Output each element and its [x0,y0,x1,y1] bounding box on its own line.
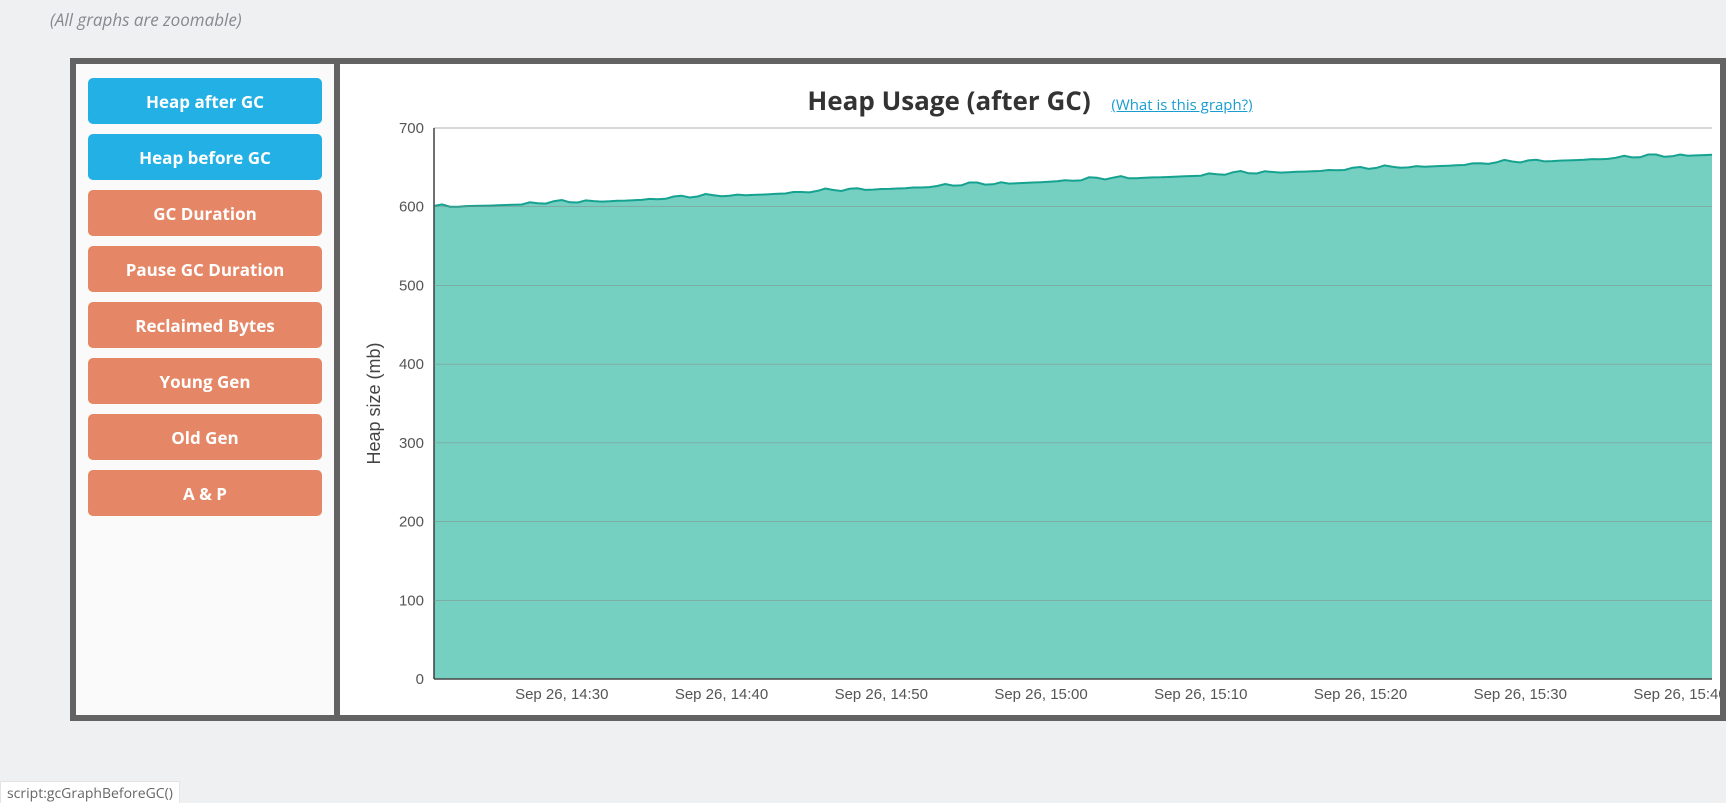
y-tick-label: 100 [399,592,424,609]
y-tick-label: 400 [399,356,424,373]
zoom-hint: (All graphs are zoomable) [50,8,242,31]
y-tick-label: 500 [399,277,424,294]
y-axis-label: Heap size (mb) [364,342,384,464]
y-tick-label: 200 [399,514,424,531]
x-tick-label: Sep 26, 14:40 [675,686,768,703]
chart-svg-container[interactable]: 0 100 200 300 400 500 600 700 Sep 26, 14:30 Sep 2… [356,110,1720,715]
nav-old-gen-button[interactable]: Old Gen [88,414,322,460]
nav-pause-gc-duration-button[interactable]: Pause GC Duration [88,246,322,292]
x-tick-label: Sep 26, 14:50 [835,686,928,703]
nav-reclaimed-bytes-button[interactable]: Reclaimed Bytes [88,302,322,348]
x-tick-label: Sep 26, 15:20 [1314,686,1407,703]
nav-young-gen-button[interactable]: Young Gen [88,358,322,404]
nav-heap-after-gc-button[interactable]: Heap after GC [88,78,322,124]
x-tick-label: Sep 26, 15:40 [1633,686,1720,703]
nav-heap-before-gc-button[interactable]: Heap before GC [88,134,322,180]
y-tick-label: 0 [416,671,424,688]
main-panel: Heap after GC Heap before GC GC Duration Pa… [70,58,1726,721]
y-tick-label: 700 [399,120,424,137]
chart-nav-sidebar: Heap after GC Heap before GC GC Duration Pa… [76,64,340,715]
y-tick-label: 600 [399,199,424,216]
nav-gc-duration-button[interactable]: GC Duration [88,190,322,236]
status-bar: script:gcGraphBeforeGC() [0,781,180,803]
x-tick-label: Sep 26, 14:30 [515,686,608,703]
y-tick-label: 300 [399,435,424,452]
chart-area[interactable]: Heap Usage (after GC) (What is this grap… [340,64,1720,715]
nav-a-and-p-button[interactable]: A & P [88,470,322,516]
x-tick-label: Sep 26, 15:30 [1474,686,1567,703]
x-tick-label: Sep 26, 15:10 [1154,686,1247,703]
x-tick-label: Sep 26, 15:00 [994,686,1087,703]
